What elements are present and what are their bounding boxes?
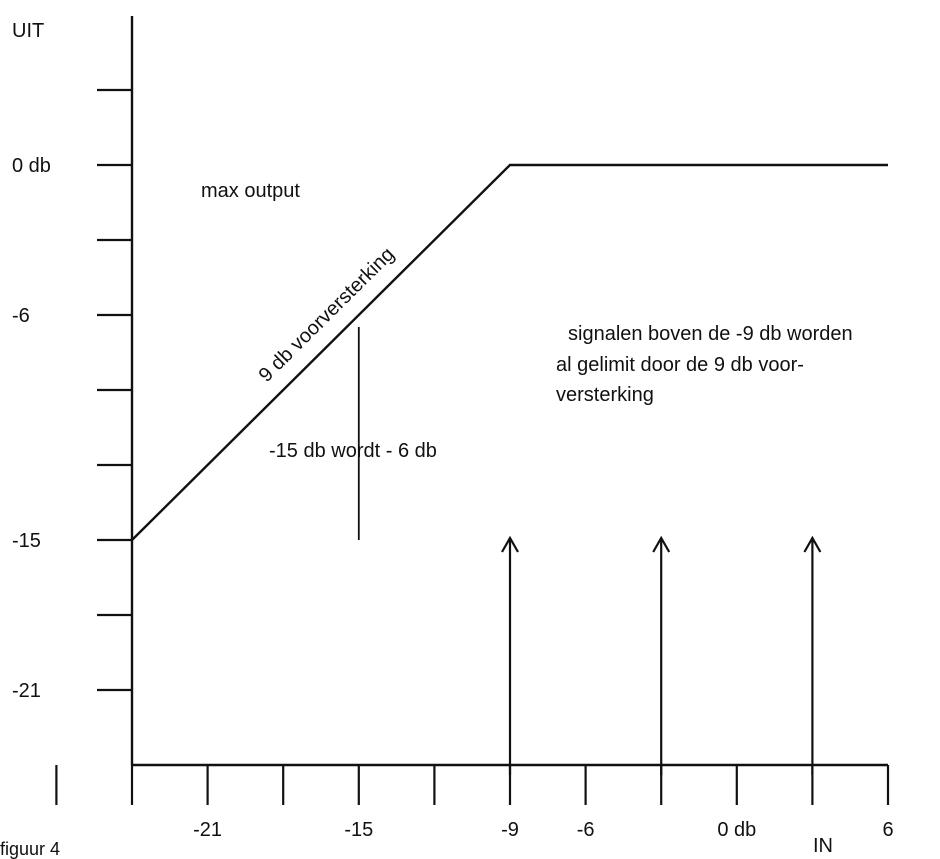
arrow-head bbox=[501, 535, 519, 553]
arrow-head bbox=[803, 535, 822, 553]
x-ticks: -21 -15 -9 -6 0 db 6 bbox=[55, 765, 894, 841]
x-tick-label: -9 bbox=[501, 819, 519, 841]
y-ticks: 0 db -6 -15 -21 bbox=[12, 88, 132, 702]
x-tick-label: 0 db bbox=[717, 819, 756, 841]
x-tick-label: -15 bbox=[344, 819, 373, 841]
y-tick-label: 0 db bbox=[12, 155, 51, 177]
example-label: -15 db wordt - 6 db bbox=[269, 440, 437, 462]
max-output-label: max output bbox=[201, 180, 300, 202]
y-axis-label: UIT bbox=[12, 20, 44, 42]
x-tick-label: -21 bbox=[193, 819, 222, 841]
figure-caption: figuur 4 bbox=[0, 839, 60, 859]
x-axis-label: IN bbox=[813, 835, 833, 857]
x-tick-label: -6 bbox=[577, 819, 595, 841]
arrow-head bbox=[652, 535, 671, 553]
y-tick-label: -6 bbox=[12, 305, 30, 327]
curve-label: 9 db voorversterking bbox=[255, 243, 399, 386]
arrows-group bbox=[501, 535, 822, 775]
limited-label-line-2: al gelimit door de 9 db voor- bbox=[556, 354, 804, 376]
limited-label-line-1: signalen boven de -9 db worden bbox=[568, 323, 853, 345]
limited-label-line-3: versterking bbox=[556, 384, 654, 406]
y-tick-label: -21 bbox=[12, 680, 41, 702]
y-tick-label: -15 bbox=[12, 530, 41, 552]
x-tick-label: 6 bbox=[882, 819, 893, 841]
limiter-curve-line bbox=[131, 163, 888, 541]
